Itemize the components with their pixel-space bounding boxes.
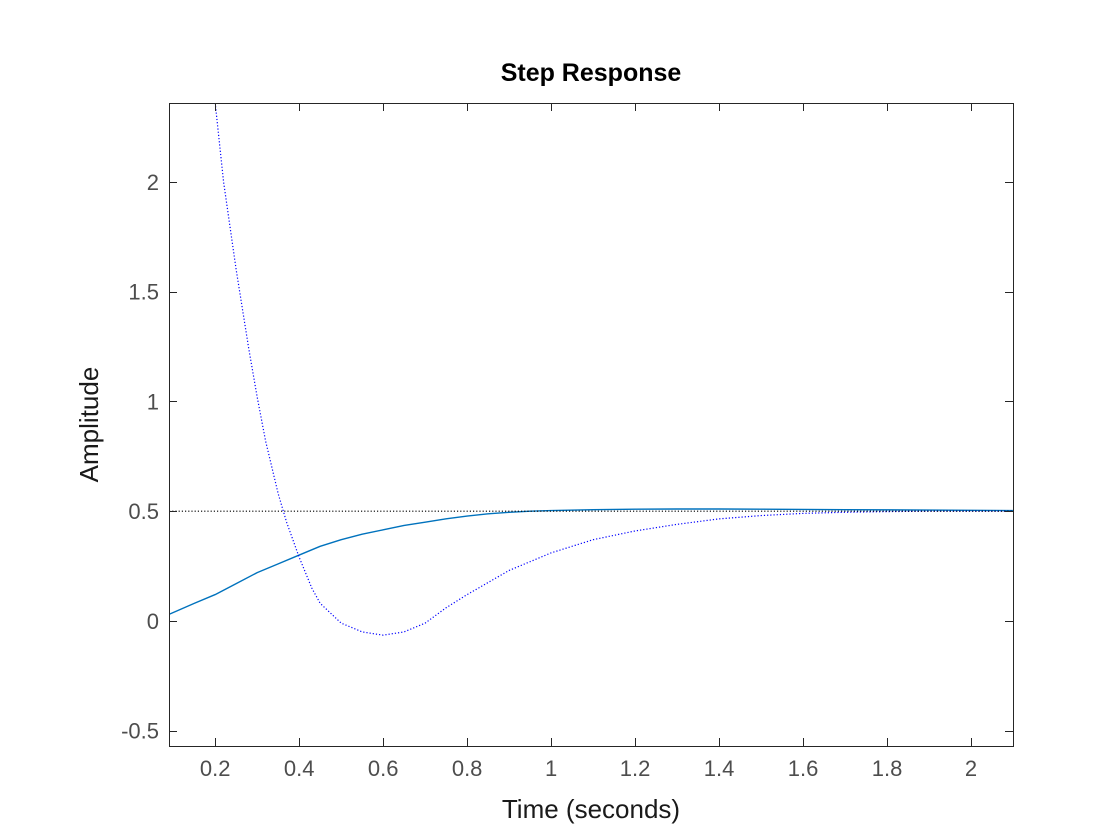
x-axis-label: Time (seconds) <box>502 794 680 824</box>
x-tick-label: 0.4 <box>284 756 315 781</box>
chart-title: Step Response <box>501 59 682 87</box>
y-tick-label: 1.5 <box>128 280 159 305</box>
x-tick-label: 0.6 <box>368 756 399 781</box>
x-tick-label: 1.4 <box>704 756 735 781</box>
y-tick-label: 0 <box>147 609 159 634</box>
plot-area <box>169 103 1013 746</box>
y-tick-label: -0.5 <box>121 719 159 744</box>
series-line-1 <box>169 508 1013 615</box>
y-tick-label: 1 <box>147 389 159 414</box>
x-tick-label: 2 <box>965 756 977 781</box>
x-tick-label: 0.2 <box>200 756 231 781</box>
x-tick-label: 1.6 <box>788 756 819 781</box>
series-line-2 <box>214 103 1013 636</box>
axes-box <box>169 103 1014 747</box>
y-tick-label: 2 <box>147 170 159 195</box>
x-tick-label: 1.8 <box>872 756 903 781</box>
x-tick-label: 1 <box>545 756 557 781</box>
y-axis-label: Amplitude <box>74 367 104 483</box>
tick-labels-layer: 0.2 0.4 0.6 0.8 1 1.2 1.4 1.6 1.8 2 -0.5 0 0.5 1 1.5 2 <box>121 170 977 781</box>
x-tick-label: 0.8 <box>452 756 483 781</box>
y-tick-label: 0.5 <box>128 499 159 524</box>
ticks-layer <box>169 103 1013 746</box>
x-tick-label: 1.2 <box>620 756 651 781</box>
series-layer <box>169 103 1013 636</box>
